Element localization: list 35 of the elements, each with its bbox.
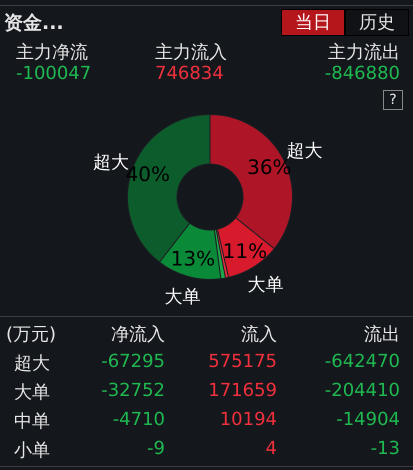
text: 575175 <box>208 351 277 372</box>
text: 流入 <box>241 323 277 346</box>
text: -4710 <box>112 409 165 430</box>
slice-label: 超大 <box>93 152 130 173</box>
text: 171659 <box>208 380 277 401</box>
text: 10194 <box>220 409 277 430</box>
text: (万元) <box>6 323 56 346</box>
data-label: 13% <box>170 246 216 271</box>
text: -32752 <box>101 380 165 401</box>
text: 4 <box>266 438 277 459</box>
text: -9 <box>147 438 165 459</box>
text: 小单 <box>14 439 50 462</box>
text: -642470 <box>324 351 400 372</box>
text: -100047 <box>16 63 92 84</box>
text: 大单 <box>14 381 50 404</box>
data-label: 11% <box>222 238 268 263</box>
text: 主力流入 <box>155 41 227 64</box>
text: 超大 <box>14 352 50 375</box>
text: 净流入 <box>111 323 165 346</box>
text: 中单 <box>14 410 50 433</box>
text: ? <box>383 90 403 110</box>
slice-label: 大单 <box>247 274 284 296</box>
text: 历史 <box>345 9 409 36</box>
text: -846880 <box>324 63 400 84</box>
text: -67295 <box>101 351 165 372</box>
text: -13 <box>370 438 400 459</box>
text: -204410 <box>324 380 400 401</box>
slice-label: 大单 <box>164 286 201 308</box>
text: -14904 <box>336 409 400 430</box>
text: 746834 <box>155 63 224 84</box>
text: 流出 <box>364 323 400 346</box>
text: 当日 <box>281 9 345 36</box>
text: 主力流出 <box>328 41 400 64</box>
text: 主力净流 <box>16 41 88 64</box>
chart-title: 资金... <box>4 11 64 36</box>
